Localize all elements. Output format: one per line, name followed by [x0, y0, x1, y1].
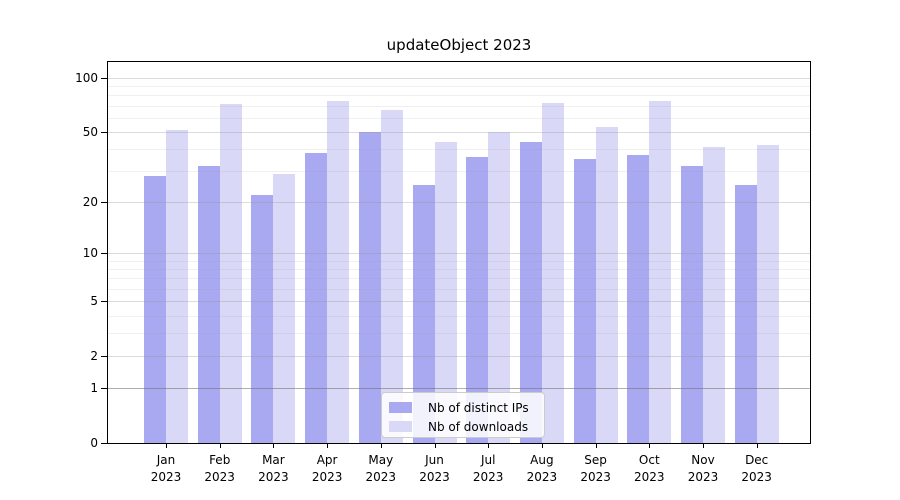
- y-tick: [101, 356, 108, 358]
- bar-downloads: [219, 104, 242, 443]
- bar-downloads: [380, 110, 403, 443]
- bar-distinct-ips: [251, 194, 274, 443]
- x-tick: [703, 443, 704, 448]
- bar-downloads: [595, 127, 618, 443]
- y-tick: [101, 131, 108, 133]
- x-tick: [219, 443, 221, 448]
- bar-downloads: [488, 131, 511, 443]
- gridline-major: [108, 388, 810, 390]
- x-tick-label: Mar 2023: [258, 453, 289, 484]
- gridline-minor: [108, 260, 810, 262]
- bar-downloads: [166, 130, 188, 443]
- y-tick-label: 2: [90, 349, 98, 364]
- y-tick: [101, 201, 108, 203]
- bar-downloads: [327, 101, 350, 443]
- bar-distinct-ips: [627, 154, 650, 443]
- bar-downloads: [273, 173, 296, 443]
- x-tick: [541, 443, 543, 448]
- bar-distinct-ips: [144, 176, 166, 443]
- x-tick-label: Feb 2023: [204, 453, 235, 484]
- x-tick: [595, 443, 597, 448]
- gridline-minor: [108, 269, 810, 271]
- bar-distinct-ips: [519, 141, 542, 443]
- x-tick-label: May 2023: [365, 453, 397, 484]
- gridline-major: [108, 201, 810, 203]
- gridline-major: [108, 77, 810, 79]
- y-tick-label: 20: [82, 194, 98, 209]
- x-tick-label: Sep 2023: [580, 453, 611, 484]
- gridline-minor: [108, 315, 810, 317]
- bar-distinct-ips: [197, 166, 220, 443]
- bar-distinct-ips: [681, 166, 703, 443]
- bar-downloads: [703, 147, 725, 443]
- bar-distinct-ips: [466, 157, 489, 443]
- bar-distinct-ips: [412, 185, 435, 443]
- legend-label-downloads: Nb of downloads: [428, 419, 529, 434]
- gridline-major: [108, 356, 810, 358]
- gridline-minor: [108, 171, 810, 173]
- gridline-minor: [108, 278, 810, 280]
- x-tick: [756, 443, 758, 448]
- x-tick: [166, 443, 167, 448]
- bar-distinct-ips: [305, 152, 328, 443]
- legend-swatch-distinct-ips: [389, 402, 412, 413]
- gridline-minor: [108, 105, 810, 107]
- y-tick-label: 100: [75, 70, 98, 85]
- x-tick-label: Jan 2023: [150, 453, 182, 484]
- x-tick: [488, 443, 490, 448]
- bar-downloads: [434, 141, 457, 443]
- x-tick: [327, 443, 329, 448]
- x-tick: [434, 443, 436, 448]
- x-tick-label: Dec 2023: [741, 453, 772, 484]
- gridline-minor: [108, 333, 810, 335]
- legend-swatch-downloads: [389, 421, 412, 432]
- y-tick: [101, 443, 108, 444]
- gridline-minor: [108, 85, 810, 87]
- y-tick-label: 10: [82, 246, 98, 261]
- legend-entry-distinct-ips: Nb of distinct IPs: [389, 398, 544, 417]
- plot-area: Jan 2023 Feb 2023 Mar 2023 Apr 2023 May 2023 Jun 20…: [75, 61, 811, 484]
- legend-label-distinct-ips: Nb of distinct IPs: [428, 400, 529, 415]
- x-tick: [273, 443, 275, 448]
- x-tick-label: Nov 2023: [687, 453, 719, 484]
- x-tick: [649, 443, 651, 448]
- y-tick-label: 5: [90, 294, 98, 309]
- gridline-minor: [108, 148, 810, 150]
- gridline-minor: [108, 288, 810, 290]
- bar-downloads: [756, 145, 779, 443]
- bar-downloads: [649, 101, 672, 443]
- gridline-major: [108, 253, 810, 255]
- y-tick: [101, 253, 108, 255]
- chart-title: updateObject 2023: [386, 36, 532, 54]
- bar-downloads: [541, 103, 564, 443]
- bar-distinct-ips: [573, 159, 596, 443]
- gridline-minor: [108, 117, 810, 119]
- y-tick-label: 50: [82, 124, 98, 139]
- x-tick-label: Jun 2023: [419, 453, 450, 484]
- x-tick-label: Oct 2023: [634, 453, 665, 484]
- gridline-minor: [108, 95, 810, 97]
- gridline-major: [108, 301, 810, 303]
- x-tick-label: Aug 2023: [526, 453, 558, 484]
- x-tick-label: Jul 2023: [472, 453, 504, 484]
- y-tick-label: 0: [90, 436, 98, 450]
- legend: Nb of distinct IPs Nb of downloads: [381, 392, 545, 438]
- bar-distinct-ips: [358, 131, 381, 443]
- y-tick-label: 1: [90, 381, 98, 396]
- x-tick: [380, 443, 382, 448]
- bar-distinct-ips: [734, 185, 757, 443]
- y-tick: [101, 77, 108, 79]
- y-tick: [101, 301, 108, 303]
- gridline-major: [108, 131, 810, 133]
- x-tick-label: Apr 2023: [311, 453, 343, 484]
- y-tick: [101, 388, 108, 390]
- legend-entry-downloads: Nb of downloads: [389, 417, 544, 436]
